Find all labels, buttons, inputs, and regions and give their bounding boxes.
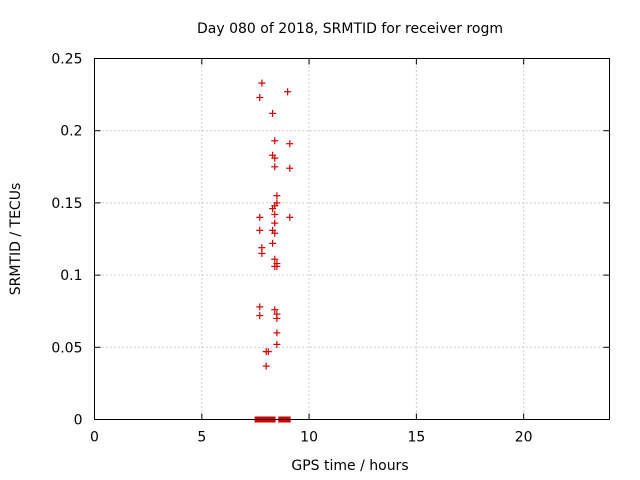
data-point <box>273 340 281 348</box>
y-axis-label: SRMTID / TECUs <box>8 183 24 296</box>
grid-lines <box>94 58 610 420</box>
data-point <box>271 137 279 145</box>
y-tick-label: 0.1 <box>60 268 82 284</box>
x-tick-label: 5 <box>197 430 206 446</box>
y-tick-label: 0.05 <box>51 340 82 356</box>
data-point <box>258 79 266 87</box>
data-point <box>256 93 264 101</box>
y-tick-label: 0.15 <box>51 196 82 212</box>
data-point <box>284 88 292 96</box>
x-tick-label: 0 <box>90 430 99 446</box>
data-point <box>269 109 277 117</box>
data-point <box>271 154 279 162</box>
x-tick-label: 10 <box>300 430 318 446</box>
data-point <box>271 219 279 227</box>
data-point <box>273 192 281 200</box>
data-point <box>271 229 279 237</box>
data-point <box>271 255 279 263</box>
y-tick-label: 0 <box>74 413 83 429</box>
data-point <box>262 362 270 370</box>
y-tick-label: 0.2 <box>60 124 82 140</box>
data-point <box>256 303 264 311</box>
data-point <box>256 213 264 221</box>
x-tick-label: 20 <box>515 430 533 446</box>
y-tick-label: 0.25 <box>51 52 82 68</box>
plot-frame <box>94 58 610 420</box>
data-point <box>273 262 281 270</box>
data-point <box>273 329 281 337</box>
axis-ticks <box>94 58 610 420</box>
data-point <box>256 312 264 320</box>
data-point <box>286 140 294 148</box>
data-point <box>273 314 281 322</box>
data-point <box>286 213 294 221</box>
tick-labels: 0 5 10 15 20 0 0.05 0.1 0.15 0.2 0.25 <box>51 52 532 446</box>
data-point <box>286 164 294 172</box>
x-tick-label: 15 <box>407 430 425 446</box>
x-axis-label: GPS time / hours <box>291 458 408 474</box>
data-point <box>271 306 279 314</box>
data-point <box>262 348 270 356</box>
data-point <box>258 249 266 257</box>
data-point <box>269 205 277 213</box>
data-point <box>256 226 264 234</box>
chart-title: Day 080 of 2018, SRMTID for receiver rog… <box>197 21 503 37</box>
data-point <box>271 163 279 171</box>
data-point <box>271 210 279 218</box>
data-point <box>269 239 277 247</box>
